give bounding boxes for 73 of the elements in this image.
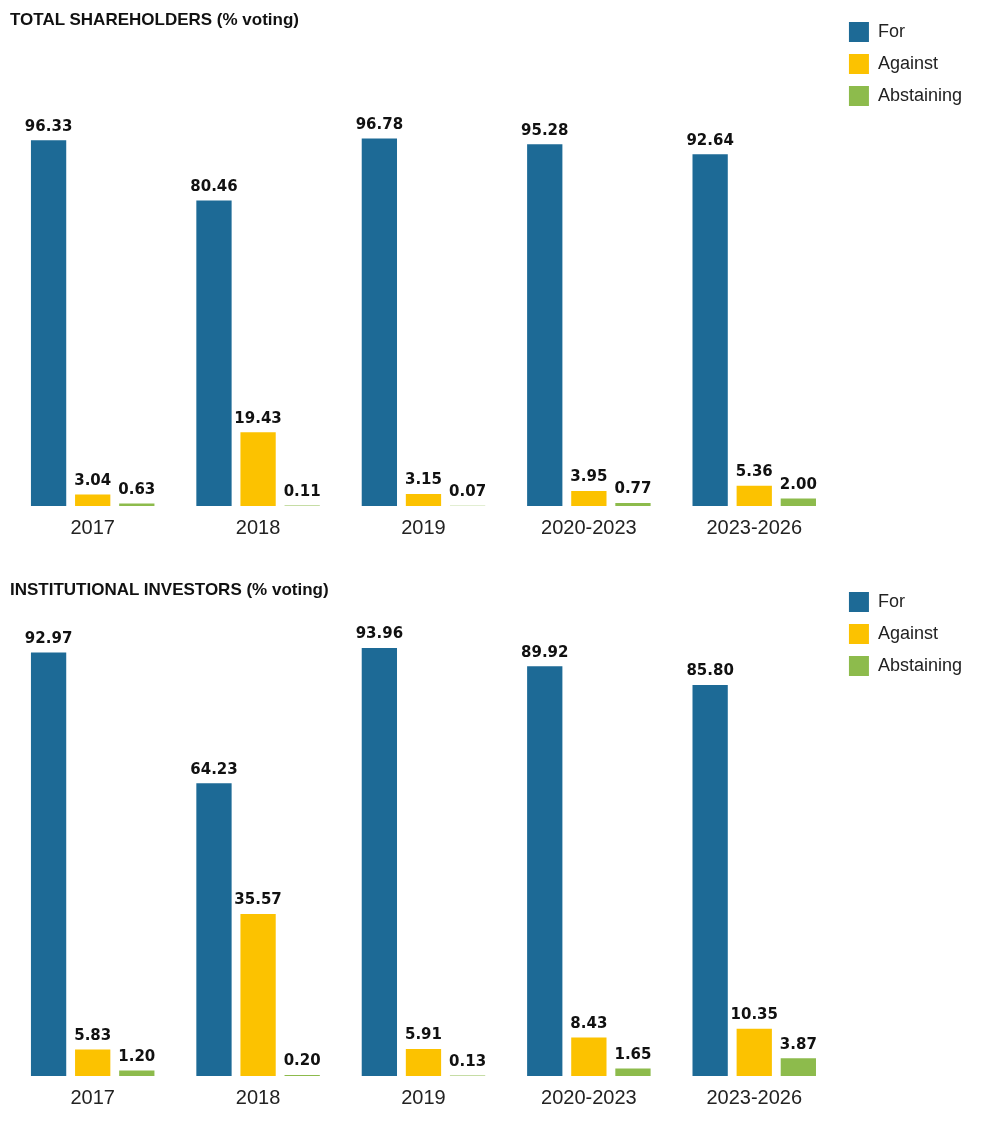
data-label: 5.36 — [735, 462, 773, 481]
data-label: 80.46 — [190, 176, 238, 195]
chart-title: INSTITUTIONAL INVESTORS (% voting) — [10, 579, 329, 599]
legend-label: Abstaining — [877, 654, 962, 675]
bar — [692, 685, 728, 1076]
data-label: 1.65 — [614, 1044, 652, 1063]
data-label: 92.64 — [686, 130, 734, 149]
data-label: 1.20 — [118, 1046, 156, 1065]
data-label: 3.95 — [570, 467, 608, 486]
chart-title: TOTAL SHAREHOLDERS (% voting) — [10, 9, 299, 29]
data-label: 10.35 — [730, 1005, 778, 1024]
x-tick-label: 2020-2023 — [541, 515, 637, 538]
x-tick-label: 2017 — [70, 515, 115, 538]
data-label: 0.77 — [614, 479, 652, 498]
data-label: 3.87 — [779, 1034, 817, 1053]
bar — [75, 494, 111, 506]
x-tick-label: 2023-2026 — [706, 1085, 803, 1108]
x-tick-label: 2020-2023 — [541, 1085, 637, 1108]
data-label: 95.28 — [521, 120, 569, 139]
x-tick-label: 2017 — [70, 1085, 115, 1108]
bar — [75, 1049, 111, 1076]
data-label: 96.33 — [24, 116, 73, 135]
x-tick-label: 2018 — [235, 1085, 281, 1108]
data-label: 0.20 — [283, 1051, 321, 1070]
data-label: 5.83 — [74, 1025, 112, 1044]
bar — [736, 1028, 772, 1076]
bar — [30, 652, 67, 1076]
bar — [571, 1037, 607, 1076]
x-tick-label: 2023-2026 — [706, 515, 803, 538]
bar — [196, 200, 232, 506]
data-label: 85.80 — [686, 661, 734, 680]
data-label: 3.04 — [74, 470, 112, 489]
bar — [361, 138, 398, 506]
data-label: 89.92 — [521, 642, 569, 661]
bar — [527, 144, 563, 506]
bar — [30, 140, 67, 506]
bar — [240, 432, 276, 506]
bar — [615, 503, 651, 506]
bar — [736, 485, 772, 506]
data-label: 93.96 — [355, 624, 404, 643]
data-label: 19.43 — [234, 408, 282, 427]
x-tick-label: 2019 — [401, 1085, 446, 1108]
bar — [196, 783, 232, 1076]
legend-label: Against — [877, 622, 938, 643]
data-label: 3.15 — [404, 470, 442, 489]
bar — [780, 1058, 816, 1076]
legend-label: For — [877, 20, 905, 41]
legend-label: Abstaining — [877, 84, 962, 105]
data-label: 0.13 — [449, 1051, 487, 1070]
data-label: 8.43 — [570, 1013, 608, 1032]
data-label: 0.07 — [449, 482, 487, 501]
x-tick-label: 2018 — [235, 515, 281, 538]
bar — [361, 647, 398, 1076]
bar — [240, 913, 276, 1076]
bar — [405, 1049, 442, 1076]
legend-label: Against — [877, 52, 938, 73]
data-label: 35.57 — [234, 890, 282, 909]
x-tick-label: 2019 — [401, 515, 446, 538]
data-label: 96.78 — [355, 114, 404, 133]
legend-label: For — [877, 590, 905, 611]
bar — [615, 1068, 651, 1076]
bar — [527, 666, 563, 1076]
data-label: 92.97 — [24, 628, 73, 647]
data-label: 0.63 — [118, 480, 156, 498]
data-label: 2.00 — [779, 474, 817, 493]
bar — [119, 1070, 155, 1076]
data-label: 0.11 — [283, 481, 321, 500]
data-label: 64.23 — [190, 759, 238, 778]
bar — [405, 494, 442, 506]
data-label: 5.91 — [404, 1025, 442, 1044]
bar — [571, 491, 607, 506]
bar — [780, 498, 816, 506]
bar — [692, 154, 728, 506]
